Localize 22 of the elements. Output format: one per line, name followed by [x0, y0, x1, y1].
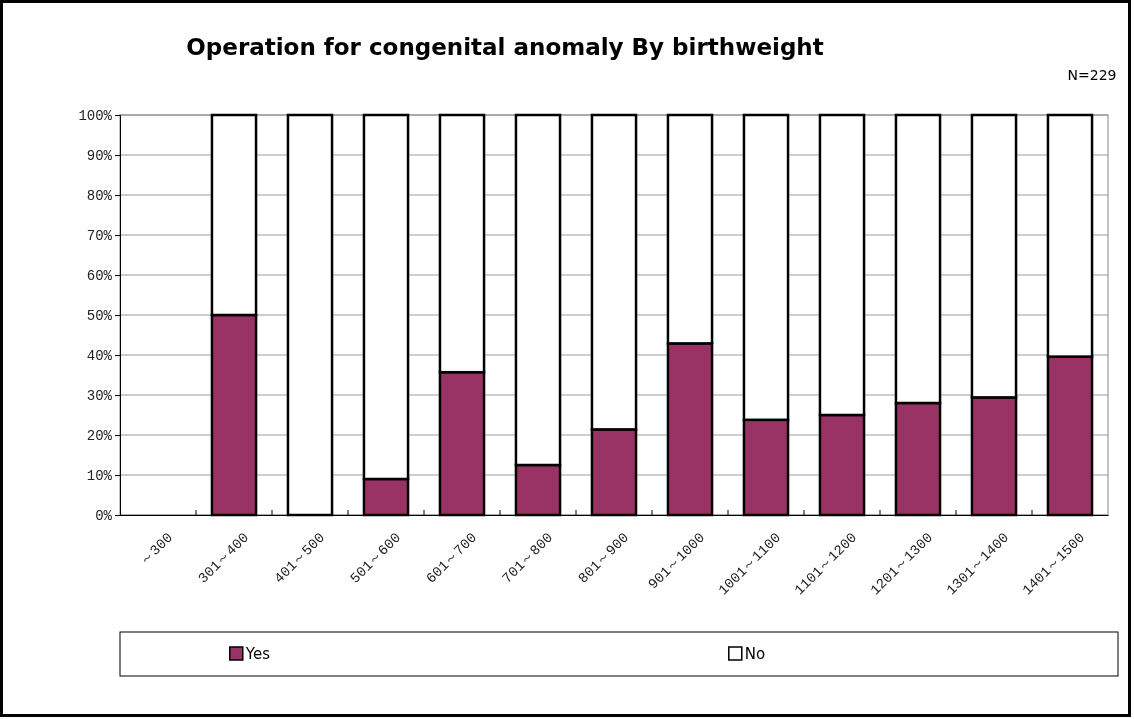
y-tick-label: 70% [86, 227, 113, 244]
text: N=229 [1067, 67, 1117, 83]
x-tick-label: 801～900 [575, 529, 632, 587]
y-tick-label: 40% [86, 347, 113, 364]
y-tick-label: 60% [86, 267, 113, 284]
y-tick-label: 90% [86, 147, 113, 164]
y-tick-label: 80% [86, 187, 113, 204]
legend-label: Yes [244, 645, 271, 663]
y-tick-label: 10% [86, 467, 113, 484]
legend-label: No [744, 645, 766, 663]
y-tick-label: 30% [86, 387, 113, 404]
x-tick-label: 601～700 [423, 529, 480, 587]
y-tick-label: 20% [86, 427, 113, 444]
y-tick-label: 0% [95, 507, 113, 524]
x-tick-label: 401～500 [271, 529, 328, 587]
x-tick-label: 301～400 [195, 529, 252, 587]
y-tick-label: 50% [86, 307, 113, 324]
x-tick-label: 701～800 [499, 529, 556, 587]
chart-title: Operation for congenital anomaly By birthweight [186, 34, 824, 60]
x-tick-label: 501～600 [347, 529, 404, 587]
x-tick-label: ～300 [136, 529, 176, 569]
y-tick-label: 100% [78, 107, 113, 124]
